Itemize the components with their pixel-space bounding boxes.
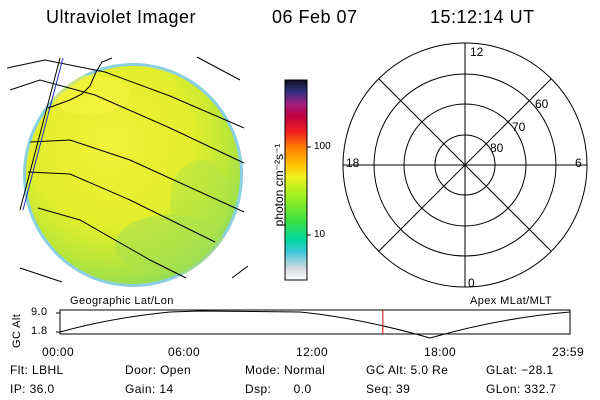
timeline-frame bbox=[59, 309, 571, 335]
colorbar-label-10: 10 bbox=[314, 229, 326, 240]
latitude-line-6 bbox=[19, 267, 63, 283]
info-filter: Flt: LBHL bbox=[10, 363, 64, 377]
latitude-line-4 bbox=[27, 171, 216, 243]
timeline-ytick-high: 9.0 bbox=[31, 306, 48, 318]
info-door: Door: Open bbox=[125, 363, 192, 377]
altitude-curve bbox=[59, 310, 571, 339]
mlt-label-6: 6 bbox=[575, 156, 582, 170]
meridian-line-2 bbox=[22, 57, 64, 211]
geographic-grid bbox=[6, 56, 249, 283]
latitude-line-7 bbox=[231, 265, 249, 279]
meridian-line-1 bbox=[19, 57, 61, 211]
mlt-label-12: 12 bbox=[470, 45, 484, 59]
info-ip: IP: 36.0 bbox=[10, 382, 55, 396]
mlt-label-0: 0 bbox=[468, 276, 475, 290]
info-dsp: Dsp: 0.0 bbox=[245, 382, 312, 396]
mlat-label-80: 80 bbox=[490, 141, 504, 155]
colorbar-label-100: 100 bbox=[314, 141, 331, 152]
time-label-0000: 00:00 bbox=[42, 345, 75, 359]
latitude-line-8 bbox=[196, 56, 241, 81]
info-gain: Gain: 14 bbox=[125, 382, 174, 396]
auroral-image bbox=[23, 63, 243, 287]
observation-time: 15:12:14 UT bbox=[430, 7, 535, 27]
colorbar-scale bbox=[284, 79, 308, 281]
mlat-label-70: 70 bbox=[512, 120, 526, 134]
altitude-timeline bbox=[56, 309, 571, 339]
bright-patch bbox=[50, 75, 130, 115]
mlt-diagonal-2 bbox=[378, 78, 552, 252]
timeline-ylabel: GC Alt bbox=[11, 313, 23, 348]
polar-grid bbox=[342, 42, 588, 288]
info-seq: Seq: 39 bbox=[366, 382, 411, 396]
polar-panel-caption: Apex MLat/MLT bbox=[470, 295, 553, 307]
coastline bbox=[47, 57, 113, 109]
time-label-0600: 06:00 bbox=[168, 345, 201, 359]
latitude-line-5 bbox=[37, 207, 187, 279]
info-glat: GLat: −28.1 bbox=[486, 363, 554, 377]
colorbar-unit-label: photon cm⁻²s⁻¹ bbox=[272, 143, 286, 227]
info-glon: GLon: 332.7 bbox=[486, 382, 557, 396]
latitude-line-3 bbox=[29, 139, 245, 213]
time-label-1800: 18:00 bbox=[424, 345, 457, 359]
mlt-label-18: 18 bbox=[346, 156, 360, 170]
latitude-line-2 bbox=[9, 79, 245, 164]
time-label-1200: 12:00 bbox=[296, 345, 329, 359]
mlat-label-60: 60 bbox=[535, 97, 549, 111]
dim-patch-east bbox=[170, 160, 230, 240]
instrument-title: Ultraviolet Imager bbox=[46, 7, 197, 27]
info-gc-alt: GC Alt: 5.0 Re bbox=[366, 363, 449, 377]
info-mode: Mode: Normal bbox=[245, 363, 326, 377]
image-panel-caption: Geographic Lat/Lon bbox=[70, 295, 174, 307]
colorbar bbox=[284, 79, 311, 281]
time-label-2359: 23:59 bbox=[552, 345, 585, 359]
latitude-line-1 bbox=[6, 59, 245, 129]
timeline-ytick-low: 1.8 bbox=[31, 325, 48, 337]
observation-date: 06 Feb 07 bbox=[272, 7, 358, 27]
